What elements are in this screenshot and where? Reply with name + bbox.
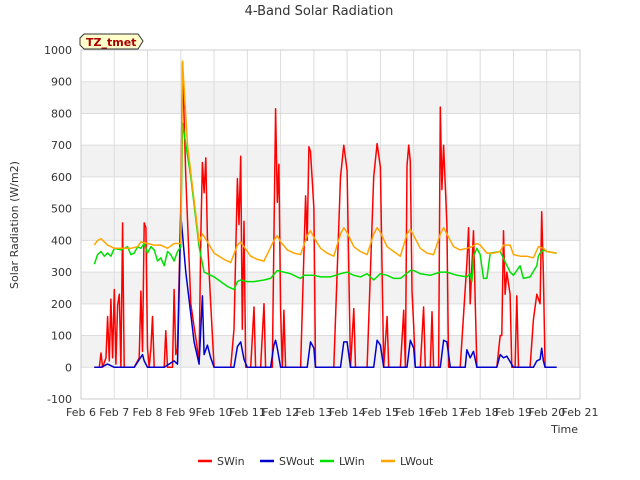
x-tick-label: Feb 10 [196, 406, 233, 419]
y-tick-label: 0 [65, 361, 72, 374]
y-tick-label: 700 [51, 139, 72, 152]
chart-title: 4-Band Solar Radiation [245, 4, 394, 19]
y-axis-label: Solar Radiation (W/m2) [8, 161, 21, 289]
plot-band [81, 145, 580, 177]
x-tick-label: Feb 16 [395, 406, 432, 419]
y-axis-ticks: -100 0 100 200 300 400 500 600 700 800 900 1000 [44, 44, 72, 406]
plot-band [81, 208, 580, 241]
y-tick-label: 300 [51, 266, 72, 279]
station-badge: TZ_tmet [79, 33, 144, 50]
x-tick-label: Feb 19 [495, 406, 532, 419]
y-tick-label: 900 [51, 76, 72, 89]
series-line-lwout [93, 60, 557, 264]
y-tick-label: 600 [51, 171, 72, 184]
x-tick-label: Feb 14 [329, 406, 366, 419]
x-tick-label: Feb 20 [528, 406, 565, 419]
x-tick-label: Feb 8 [133, 406, 163, 419]
x-axis-label: Time [550, 423, 578, 436]
legend-label-lwout: LWout [400, 455, 434, 468]
legend-label-lwin: LWin [339, 455, 365, 468]
plot-band [81, 81, 580, 114]
chart-legend: SWin SWout LWin LWout [198, 455, 434, 468]
plot-frame [80, 49, 581, 400]
y-tick-label: 100 [51, 330, 72, 343]
badge-label: TZ_tmet [86, 36, 136, 49]
badge-shape [79, 33, 144, 50]
plot-band [81, 335, 580, 368]
x-tick-label: Feb 15 [362, 406, 399, 419]
y-tick-label: 1000 [44, 44, 72, 57]
y-tick-label: 500 [51, 203, 72, 216]
series-lines [93, 60, 557, 369]
x-tick-label: Feb 9 [166, 406, 196, 419]
x-tick-label: Feb 7 [99, 406, 129, 419]
y-tick-label: 400 [51, 234, 72, 247]
x-tick-label: Feb 18 [462, 406, 499, 419]
x-tick-label: Feb 11 [229, 406, 266, 419]
x-tick-label: Feb 17 [428, 406, 465, 419]
x-tick-label: Feb 6 [66, 406, 96, 419]
x-tick-label: Feb 12 [262, 406, 299, 419]
x-tick-label: Feb 21 [562, 406, 599, 419]
y-tick-label: 200 [51, 298, 72, 311]
series-line-lwin [93, 122, 557, 291]
x-tick-label: Feb 13 [295, 406, 332, 419]
plot-grid [80, 49, 581, 400]
legend-label-swin: SWin [217, 455, 245, 468]
plot-background-bands [81, 81, 580, 368]
y-tick-label: -100 [47, 393, 72, 406]
y-tick-label: 800 [51, 107, 72, 120]
legend-label-swout: SWout [279, 455, 315, 468]
